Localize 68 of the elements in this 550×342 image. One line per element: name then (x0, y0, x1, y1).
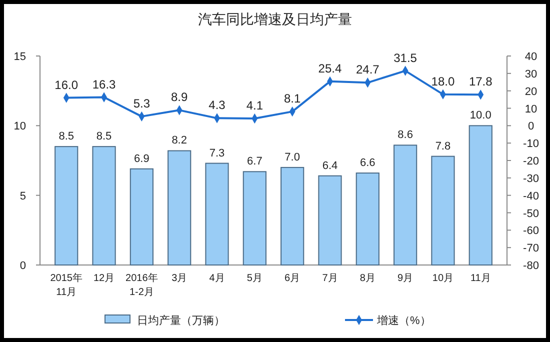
data-label: 7.3 (209, 147, 225, 160)
bar (356, 172, 380, 266)
bar (468, 125, 492, 266)
data-label: 7.0 (284, 151, 300, 164)
x-tick-label: 9月 (398, 273, 414, 284)
data-label: 6.6 (360, 157, 376, 170)
bar (394, 144, 418, 266)
bar (318, 175, 342, 266)
x-tick-label: 8月 (360, 273, 376, 284)
bar (431, 156, 455, 266)
data-label: 16.3 (92, 77, 116, 92)
y2-tick-label: 0 (528, 120, 534, 133)
data-label: 8.5 (96, 130, 112, 143)
data-label: 6.4 (322, 160, 338, 172)
bar (168, 150, 192, 266)
data-label: 4.3 (208, 98, 226, 112)
y-tick-label: 0 (20, 260, 26, 272)
y-tick-label: 5 (20, 190, 26, 202)
x-tick-label: 6月 (284, 273, 300, 284)
chart-title: 汽车同比增速及日均产量 (198, 11, 352, 27)
bar (54, 146, 78, 266)
x-tick-label: 2016年 1-2月 (126, 272, 158, 298)
bar (130, 168, 154, 266)
data-label: 5.3 (133, 96, 150, 110)
x-tick-label: 5月 (246, 273, 262, 284)
y2-tick-label: 10 (524, 103, 538, 116)
bar (280, 166, 304, 266)
y2-tick-label: -30 (523, 172, 539, 185)
data-label: 17.8 (468, 74, 493, 89)
y2-tick-label: -60 (523, 225, 539, 238)
y-tick-label: 15 (14, 51, 26, 63)
legend-label: 日均产量（万辆） (137, 314, 225, 327)
x-tick-label: 12月 (93, 273, 115, 284)
y2-tick-label: 20 (524, 86, 538, 98)
y-tick-label: 10 (14, 120, 26, 133)
data-label: 4.1 (246, 98, 264, 113)
y2-tick-label: -40 (523, 190, 539, 202)
y2-tick-label: -80 (523, 260, 539, 272)
x-tick-label: 3月 (172, 273, 188, 284)
data-label: 24.7 (356, 62, 380, 77)
bar (205, 162, 229, 266)
x-tick-label: 11月 (470, 273, 491, 284)
data-label: 8.9 (171, 90, 188, 104)
bar (92, 146, 116, 266)
y2-tick-label: -20 (523, 156, 539, 168)
data-label: 25.4 (318, 61, 342, 76)
data-label: 6.9 (134, 152, 150, 165)
data-label: 7.8 (435, 140, 451, 152)
y2-tick-label: -10 (523, 138, 539, 150)
data-label: 8.2 (172, 134, 187, 147)
x-tick-label: 2015年 11月 (50, 272, 82, 298)
y2-tick-label: 30 (524, 68, 538, 80)
data-label: 8.1 (284, 92, 301, 106)
data-label: 18.0 (431, 74, 455, 88)
data-label: 16.0 (54, 78, 78, 92)
data-label: 6.7 (247, 156, 262, 168)
bar (242, 171, 266, 266)
y2-tick-label: 40 (524, 51, 538, 63)
data-label: 10.0 (470, 110, 492, 122)
data-label: 8.6 (398, 129, 413, 142)
x-tick-label: 4月 (209, 273, 225, 284)
y2-tick-label: -70 (523, 242, 539, 255)
x-tick-label: 7月 (322, 273, 338, 284)
data-label: 31.5 (394, 50, 418, 65)
y2-tick-label: -50 (523, 208, 539, 220)
legend-label: 增速（%） (376, 314, 431, 327)
data-label: 8.5 (58, 130, 74, 143)
x-tick-label: 10月 (432, 273, 454, 284)
